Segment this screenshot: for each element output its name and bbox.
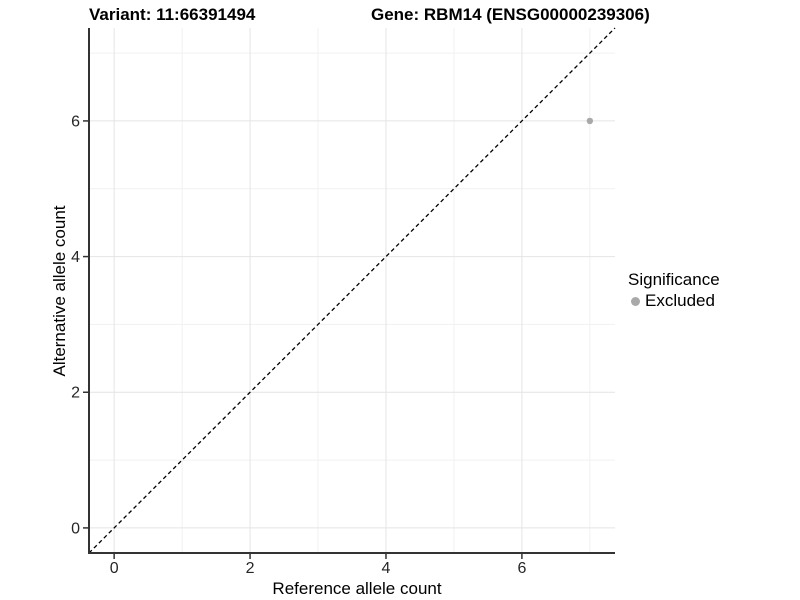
legend-item-excluded: Excluded (628, 290, 720, 312)
legend: Significance Excluded (628, 269, 720, 312)
plot-title-variant: Variant: 11:66391494 (89, 5, 256, 24)
y-tick-label: 2 (71, 385, 80, 402)
x-axis-title: Reference allele count (272, 579, 442, 598)
plot-title-gene: Gene: RBM14 (ENSG00000239306) (371, 5, 650, 24)
y-tick-label: 4 (71, 249, 80, 266)
x-tick-label: 4 (382, 560, 391, 577)
x-tick-label: 0 (110, 560, 119, 577)
y-tick-label: 0 (71, 520, 80, 537)
identity-dashed-line (88, 27, 616, 554)
legend-title: Significance (628, 270, 720, 289)
legend-marker-circle-icon (631, 296, 640, 306)
x-tick-label: 2 (246, 560, 255, 577)
legend-item-label: Excluded (645, 291, 715, 310)
y-tick-label: 6 (71, 113, 80, 130)
x-tick-label: 6 (517, 560, 526, 577)
data-point (586, 117, 594, 125)
y-axis-title: Alternative allele count (50, 205, 69, 377)
